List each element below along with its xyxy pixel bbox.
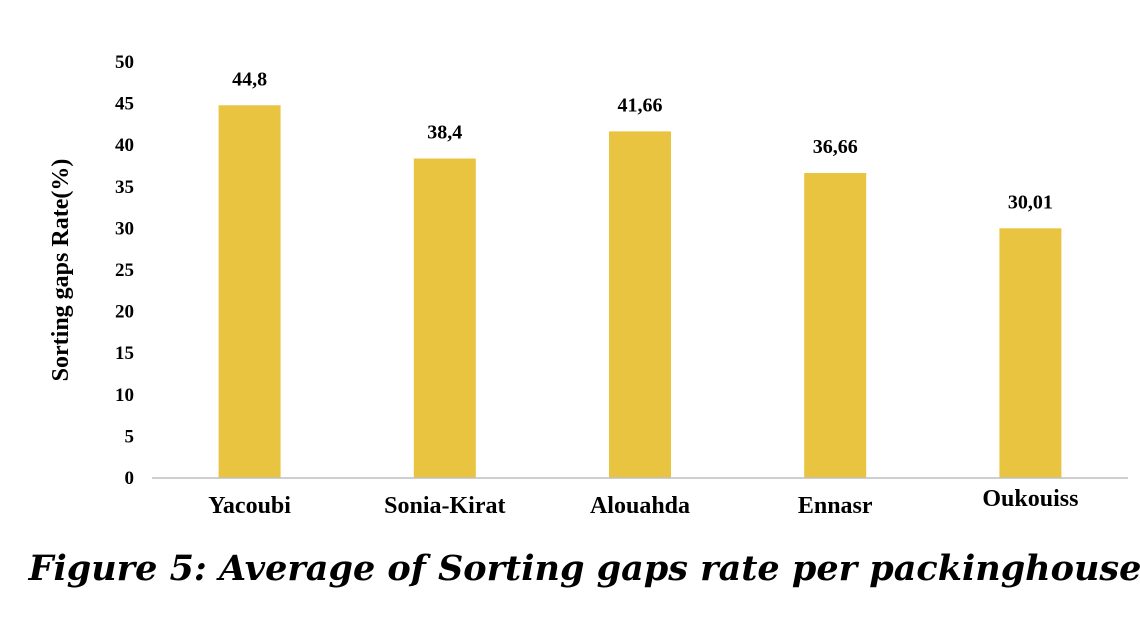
bar-yacoubi [218, 105, 281, 478]
y-tick-label: 20 [115, 302, 134, 323]
y-tick-label: 35 [115, 177, 134, 198]
y-tick-label: 15 [115, 343, 134, 364]
y-tick-label: 40 [115, 135, 134, 156]
y-axis-label: Sorting gaps Rate(%) [48, 159, 74, 382]
data-label: 41,66 [618, 94, 663, 116]
y-tick-label: 30 [115, 218, 134, 239]
bar-ennasr [804, 172, 867, 478]
y-tick-label: 5 [125, 426, 135, 447]
data-label: 36,66 [813, 136, 858, 158]
data-labels: 44,8 38,4 41,66 36,66 30,01 [232, 68, 1053, 213]
category-label: Oukouiss [982, 486, 1078, 512]
y-tick-label: 10 [115, 385, 134, 406]
figure-caption: Figure 5: Average of Sorting gaps rate p… [28, 548, 1140, 589]
data-label: 44,8 [232, 68, 267, 90]
bar-sonia-kirat [413, 158, 476, 478]
category-labels: Yacoubi Sonia-Kirat Alouahda Ennasr Oukouiss [208, 486, 1078, 519]
y-tick-label: 45 [115, 94, 134, 115]
category-label: Sonia-Kirat [384, 493, 505, 519]
category-label: Ennasr [798, 493, 873, 519]
data-label: 38,4 [427, 122, 462, 144]
bars [218, 105, 1062, 478]
y-tick-label: 25 [115, 260, 134, 281]
y-tick-label: 0 [125, 468, 135, 489]
bar-oukouiss [999, 228, 1062, 478]
category-label: Alouahda [590, 493, 690, 519]
bar-alouahda [609, 131, 671, 478]
y-tick-label: 50 [115, 52, 134, 73]
data-label: 30,01 [1008, 191, 1053, 213]
category-label: Yacoubi [208, 493, 291, 519]
y-axis-ticks: 0 5 10 15 20 25 30 35 40 45 50 [115, 52, 134, 489]
